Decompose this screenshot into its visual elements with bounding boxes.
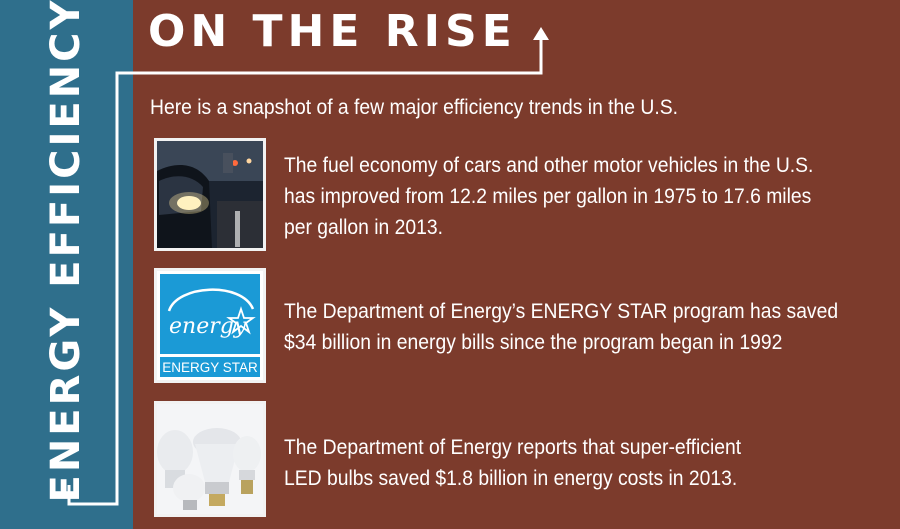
fact-line: The Department of Energy reports that su… — [284, 436, 742, 459]
headline: ON THE RISE — [148, 6, 517, 57]
fact-line: has improved from 12.2 miles per gallon … — [284, 185, 812, 208]
svg-text:ENERGY STAR: ENERGY STAR — [162, 360, 258, 375]
energy-star-logo: energy ENERGY STAR — [154, 268, 266, 383]
fact-fuel-economy: The fuel economy of cars and other motor… — [284, 150, 813, 243]
fact-line: The fuel economy of cars and other motor… — [284, 154, 814, 177]
fact-line: The Department of Energy’s ENERGY STAR p… — [284, 300, 839, 323]
fact-led-bulbs: The Department of Energy reports that su… — [284, 432, 741, 494]
fact-line: LED bulbs saved $1.8 billion in energy c… — [284, 467, 738, 490]
led-bulbs-photo — [154, 401, 266, 517]
car-headlights-photo — [154, 138, 266, 251]
fact-line: per gallon in 2013. — [284, 216, 443, 239]
fact-energy-star: The Department of Energy’s ENERGY STAR p… — [284, 296, 838, 358]
intro-text: Here is a snapshot of a few major effici… — [150, 96, 678, 119]
side-title: ENERGY EFFICIENCY — [43, 0, 89, 503]
fact-line: $34 billion in energy bills since the pr… — [284, 331, 783, 354]
